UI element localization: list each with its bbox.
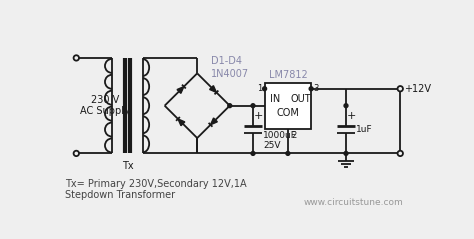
Text: 1uF: 1uF bbox=[356, 125, 373, 134]
Circle shape bbox=[251, 152, 255, 155]
Text: 230 V
AC Supply: 230 V AC Supply bbox=[80, 95, 130, 116]
Circle shape bbox=[73, 55, 79, 61]
Polygon shape bbox=[210, 86, 217, 92]
Text: LM7812: LM7812 bbox=[268, 70, 307, 80]
FancyBboxPatch shape bbox=[264, 83, 311, 129]
Text: Stepdown Transformer: Stepdown Transformer bbox=[65, 190, 175, 200]
Circle shape bbox=[228, 104, 232, 108]
Polygon shape bbox=[177, 87, 184, 93]
Circle shape bbox=[263, 87, 266, 91]
Text: 3: 3 bbox=[313, 84, 319, 93]
Text: Tx= Primary 230V,Secondary 12V,1A: Tx= Primary 230V,Secondary 12V,1A bbox=[65, 179, 247, 189]
Circle shape bbox=[344, 104, 348, 108]
Text: +: + bbox=[347, 111, 356, 121]
Polygon shape bbox=[210, 118, 218, 125]
Text: 1: 1 bbox=[257, 84, 262, 93]
Text: 1000uF
25V: 1000uF 25V bbox=[263, 131, 297, 151]
Polygon shape bbox=[178, 119, 185, 126]
Circle shape bbox=[251, 104, 255, 108]
Text: +12V: +12V bbox=[404, 84, 431, 94]
Circle shape bbox=[286, 152, 290, 155]
Circle shape bbox=[309, 87, 313, 91]
Circle shape bbox=[398, 151, 403, 156]
Text: +: + bbox=[254, 111, 263, 121]
Text: www.circuitstune.com: www.circuitstune.com bbox=[304, 198, 404, 207]
Circle shape bbox=[344, 152, 348, 155]
Text: OUT: OUT bbox=[291, 94, 311, 104]
Text: D1-D4
1N4007: D1-D4 1N4007 bbox=[211, 56, 249, 79]
Text: Tx: Tx bbox=[122, 161, 133, 171]
Text: 2: 2 bbox=[292, 131, 297, 140]
Circle shape bbox=[398, 86, 403, 92]
Text: COM: COM bbox=[276, 108, 299, 118]
Circle shape bbox=[73, 151, 79, 156]
Text: IN: IN bbox=[270, 94, 280, 104]
